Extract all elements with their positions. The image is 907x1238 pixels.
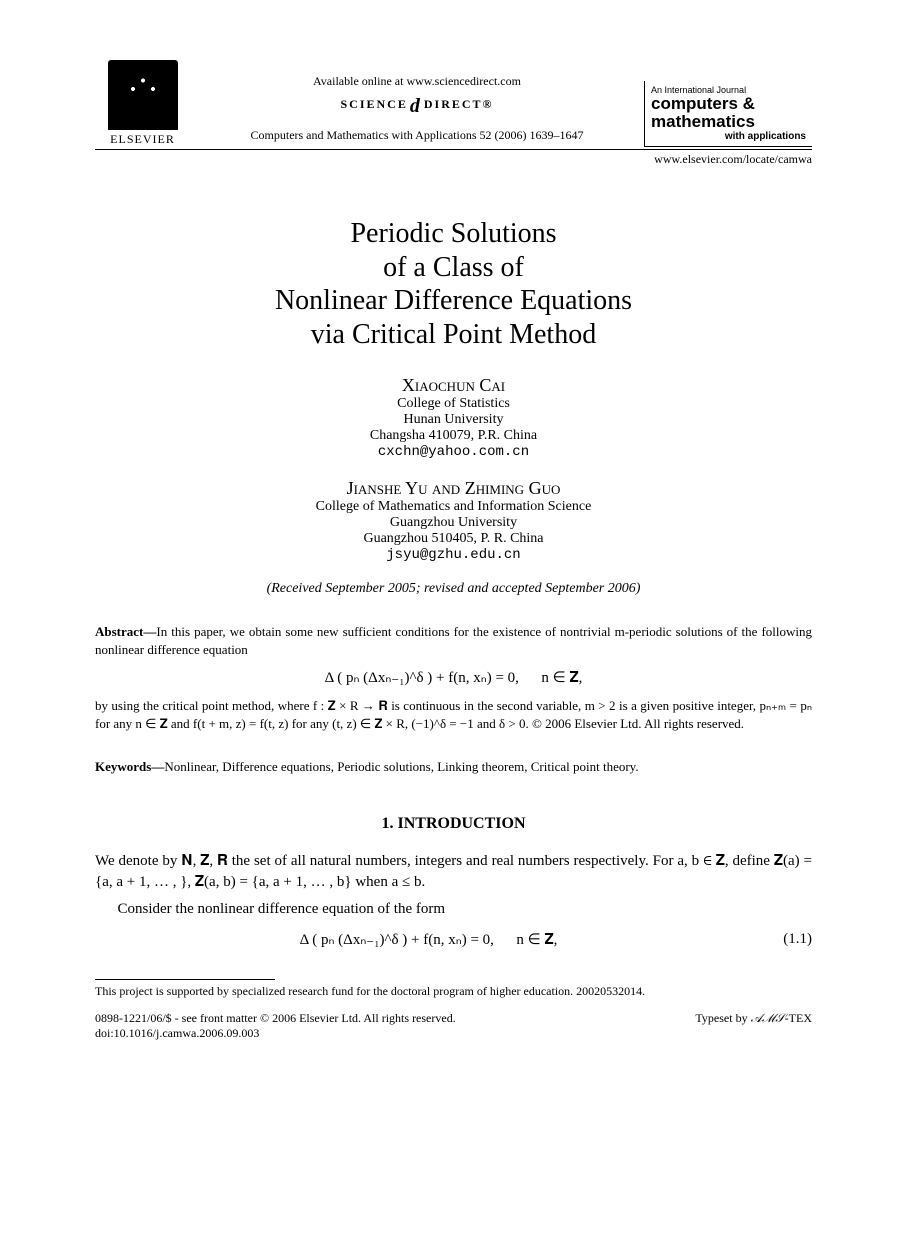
abstract: Abstract—In this paper, we obtain some n…: [95, 623, 812, 658]
footer-doi: doi:10.1016/j.camwa.2006.09.003: [95, 1026, 456, 1042]
page: ELSEVIER Available online at www.science…: [0, 0, 907, 1082]
abstract-text2: by using the critical point method, wher…: [95, 697, 812, 732]
title-line1: Periodic Solutions: [95, 217, 812, 251]
typeset-suffix: -TEX: [785, 1011, 812, 1025]
author1-aff3: Changsha 410079, P.R. China: [95, 428, 812, 444]
intro-p2: Consider the nonlinear difference equati…: [95, 899, 812, 920]
available-online: Available online at www.sciencedirect.co…: [200, 74, 634, 89]
author1-name: Xiaochun Cai: [95, 375, 812, 396]
sciencedirect-d-icon: d: [410, 95, 422, 117]
header-center: Available online at www.sciencedirect.co…: [190, 74, 644, 147]
footer-left: 0898-1221/06/$ - see front matter © 2006…: [95, 1011, 456, 1042]
author-block-2: Jianshe Yu and Zhiming Guo College of Ma…: [95, 478, 812, 563]
keywords: Keywords—Nonlinear, Difference equations…: [95, 759, 812, 775]
section-1-heading: 1. INTRODUCTION: [95, 815, 812, 833]
locate-url: www.elsevier.com/locate/camwa: [95, 152, 812, 167]
author2-names: Jianshe Yu and Zhiming Guo: [95, 478, 812, 499]
sciencedirect-logo: SCIENCEdDIRECT®: [200, 95, 634, 118]
title-line4: via Critical Point Method: [95, 318, 812, 352]
journal-sub: with applications: [651, 131, 806, 142]
journal-title-1: computers &: [651, 95, 806, 113]
sciencedirect-suffix: DIRECT®: [424, 97, 494, 111]
footnote: This project is supported by specialized…: [95, 984, 812, 999]
elsevier-tree-icon: [108, 60, 178, 130]
equation-1-1-math: Δ ( pₙ (Δxₙ₋₁)^δ ) + f(n, xₙ) = 0, n ∈ 𝐙…: [95, 930, 762, 949]
abstract-equation: Δ ( pₙ (Δxₙ₋₁)^δ ) + f(n, xₙ) = 0, n ∈ 𝐙…: [95, 668, 812, 687]
title-line3: Nonlinear Difference Equations: [95, 284, 812, 318]
journal-title-2: mathematics: [651, 113, 806, 131]
intro-p1: We denote by 𝐍, 𝐙, 𝐑 the set of all natu…: [95, 851, 812, 893]
footer-right: Typeset by 𝒜ℳ𝒮-TEX: [695, 1011, 812, 1042]
author2-aff2: Guangzhou University: [95, 515, 812, 531]
equation-1-1-number: (1.1): [762, 931, 812, 948]
keywords-label: Keywords—: [95, 759, 164, 774]
abstract-text1: In this paper, we obtain some new suffic…: [95, 624, 812, 657]
article-title: Periodic Solutions of a Class of Nonline…: [95, 217, 812, 351]
author-block-1: Xiaochun Cai College of Statistics Hunan…: [95, 375, 812, 460]
journal-header: ELSEVIER Available online at www.science…: [95, 60, 812, 150]
keywords-text: Nonlinear, Difference equations, Periodi…: [164, 759, 638, 774]
sciencedirect-prefix: SCIENCE: [341, 97, 408, 111]
author1-aff1: College of Statistics: [95, 396, 812, 412]
footer-copyright: 0898-1221/06/$ - see front matter © 2006…: [95, 1011, 456, 1027]
footnote-rule: [95, 979, 275, 980]
footer: 0898-1221/06/$ - see front matter © 2006…: [95, 1011, 812, 1042]
journal-box: An International Journal computers & mat…: [644, 81, 812, 147]
received-dates: (Received September 2005; revised and ac…: [95, 581, 812, 597]
title-line2: of a Class of: [95, 251, 812, 285]
author2-aff3: Guangzhou 510405, P. R. China: [95, 531, 812, 547]
author1-email: cxchn@yahoo.com.cn: [95, 444, 812, 460]
equation-1-1: Δ ( pₙ (Δxₙ₋₁)^δ ) + f(n, xₙ) = 0, n ∈ 𝐙…: [95, 930, 812, 949]
ams-logo: 𝒜ℳ𝒮: [751, 1011, 785, 1025]
author1-aff2: Hunan University: [95, 412, 812, 428]
elsevier-logo: ELSEVIER: [95, 60, 190, 147]
typeset-prefix: Typeset by: [695, 1011, 750, 1025]
abstract-label: Abstract—: [95, 624, 156, 639]
author2-aff1: College of Mathematics and Information S…: [95, 499, 812, 515]
author2-email: jsyu@gzhu.edu.cn: [95, 547, 812, 563]
citation: Computers and Mathematics with Applicati…: [200, 128, 634, 143]
elsevier-label: ELSEVIER: [95, 132, 190, 147]
